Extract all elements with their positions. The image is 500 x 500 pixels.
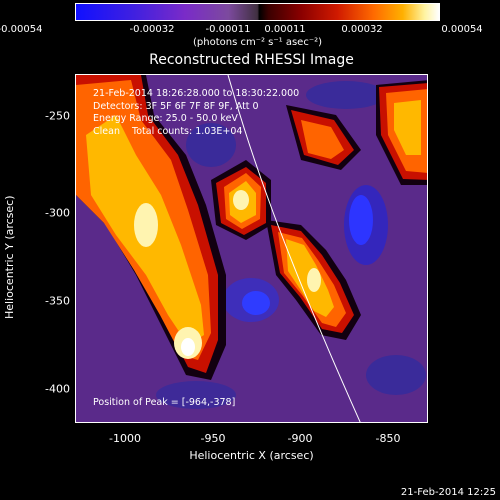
y-tick: -250 bbox=[45, 109, 70, 123]
info-energy: Energy Range: 25.0 - 50.0 keV bbox=[93, 113, 238, 124]
footer-timestamp: 21-Feb-2014 12:25 bbox=[400, 487, 496, 498]
image-plot bbox=[75, 74, 428, 423]
colorbar-tick: -0.00032 bbox=[129, 24, 175, 35]
colorbar-tick: 0.00011 bbox=[264, 24, 306, 35]
colorbar bbox=[75, 3, 440, 21]
observation-info: 21-Feb-2014 18:26:28.000 to 18:30:22.000… bbox=[93, 88, 299, 138]
colorbar-tick: 0.00054 bbox=[441, 24, 483, 35]
x-tick: -900 bbox=[287, 432, 313, 445]
image-map bbox=[76, 75, 427, 422]
colorbar-ticks: -0.00054 -0.00032 -0.00011 0.00011 0.000… bbox=[0, 24, 500, 38]
plot-title: Reconstructed RHESSI Image bbox=[149, 52, 354, 68]
y-tick: -300 bbox=[45, 206, 70, 220]
negative-regions bbox=[156, 81, 426, 409]
colorbar-tick: -0.00011 bbox=[205, 24, 251, 35]
solar-limb-line bbox=[227, 75, 361, 422]
x-axis-label: Heliocentric X (arcsec) bbox=[189, 449, 314, 462]
info-counts: Clean Total counts: 1.03E+04 bbox=[93, 125, 243, 137]
colorbar-units: (photons cm⁻² s⁻¹ asec⁻²) bbox=[192, 37, 323, 48]
x-tick: -850 bbox=[375, 432, 401, 445]
x-tick: -950 bbox=[200, 432, 226, 445]
colorbar-tick: -0.00054 bbox=[0, 24, 43, 35]
peak-core bbox=[181, 338, 195, 356]
info-detectors: Detectors: 3F 5F 6F 7F 8F 9F, Att 0 bbox=[93, 100, 259, 112]
info-time: 21-Feb-2014 18:26:28.000 to 18:30:22.000 bbox=[93, 88, 300, 99]
x-tick: -1000 bbox=[109, 432, 141, 445]
peak-position: Position of Peak = [-964,-378] bbox=[93, 397, 236, 408]
y-tick: -350 bbox=[45, 294, 70, 308]
colorbar-tick: 0.00032 bbox=[341, 24, 383, 35]
y-tick: -400 bbox=[45, 382, 70, 396]
